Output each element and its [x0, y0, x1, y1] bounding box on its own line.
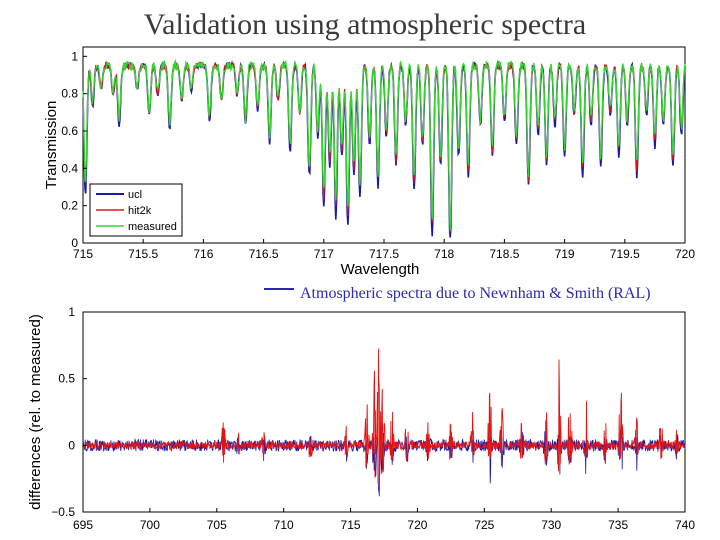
bottom-x-tick-label: 725 [474, 518, 494, 532]
top-x-ticks: 715 715.5 716 716.5 717 717.5 718 718.5 719 719.5… [73, 239, 695, 261]
top-x-tick-label: 715.5 [128, 247, 158, 261]
top-x-axis-label: Wavelength [341, 261, 420, 278]
top-y-tick-label: 0.6 [61, 124, 78, 138]
bottom-x-ticks: 695 700 705 710 715 720 725 730 735 740 [73, 508, 695, 532]
bottom-x-tick-label: 710 [274, 518, 294, 532]
bottom-plot-area [82, 311, 686, 513]
page-title: Validation using atmospheric spectra [144, 8, 586, 41]
differences-chart: 695 700 705 710 715 720 725 730 735 740 −0.5 0 0.5 1… [27, 305, 695, 532]
difference-series-0-line [82, 348, 686, 484]
series-measured-line [82, 58, 686, 231]
top-x-tick-label: 717.5 [369, 247, 399, 261]
legend-label-measured: measured [128, 221, 177, 233]
top-series-group [82, 58, 686, 238]
bottom-x-tick-label: 715 [341, 518, 361, 532]
bottom-x-tick-label: 700 [140, 518, 160, 532]
top-x-tick-label: 716 [193, 247, 213, 261]
top-y-axis-label: Transmission [43, 101, 60, 190]
legend-label-ucl: ucl [128, 189, 142, 201]
top-y-tick-label: 0 [71, 236, 78, 250]
top-x-tick-label: 715 [73, 247, 93, 261]
bottom-x-tick-label: 720 [407, 518, 427, 532]
transmission-chart: 715 715.5 716 716.5 717 717.5 718 718.5 719 719.5… [43, 46, 695, 278]
top-x-tick-label: 716.5 [249, 247, 279, 261]
bottom-y-tick-label: −0.5 [51, 505, 75, 519]
bottom-x-tick-label: 735 [608, 518, 628, 532]
top-x-tick-label: 719 [555, 247, 575, 261]
top-y-tick-label: 1 [71, 49, 78, 63]
top-y-tick-label: 0.2 [61, 199, 78, 213]
bottom-y-axis-label: differences (rel. to measured) [27, 314, 44, 510]
top-y-tick-label: 0.4 [61, 161, 78, 175]
top-x-tick-label: 719.5 [610, 247, 640, 261]
top-y-tick-label: 0.8 [61, 87, 78, 101]
bottom-x-tick-label: 740 [675, 518, 695, 532]
bottom-y-tick-label: 0 [68, 438, 75, 452]
top-y-ticks: 0 0.2 0.4 0.6 0.8 1 [61, 49, 87, 250]
bottom-x-tick-label: 695 [73, 518, 93, 532]
top-x-tick-label: 718.5 [489, 247, 519, 261]
bottom-x-tick-label: 730 [541, 518, 561, 532]
bottom-y-tick-label: 1 [68, 305, 75, 319]
caption: Atmospheric spectra due to Newnham & Smi… [300, 285, 651, 302]
top-x-tick-label: 718 [434, 247, 454, 261]
legend-label-hit2k: hit2k [128, 205, 152, 217]
bottom-y-ticks: −0.5 0 0.5 1 [51, 305, 87, 519]
bottom-series-group [82, 348, 686, 497]
bottom-y-tick-label: 0.5 [58, 372, 75, 386]
bottom-x-tick-label: 705 [207, 518, 227, 532]
top-x-tick-label: 717 [314, 247, 334, 261]
top-x-tick-label: 720 [675, 247, 695, 261]
legend: ucl hit2k measured [89, 183, 183, 237]
